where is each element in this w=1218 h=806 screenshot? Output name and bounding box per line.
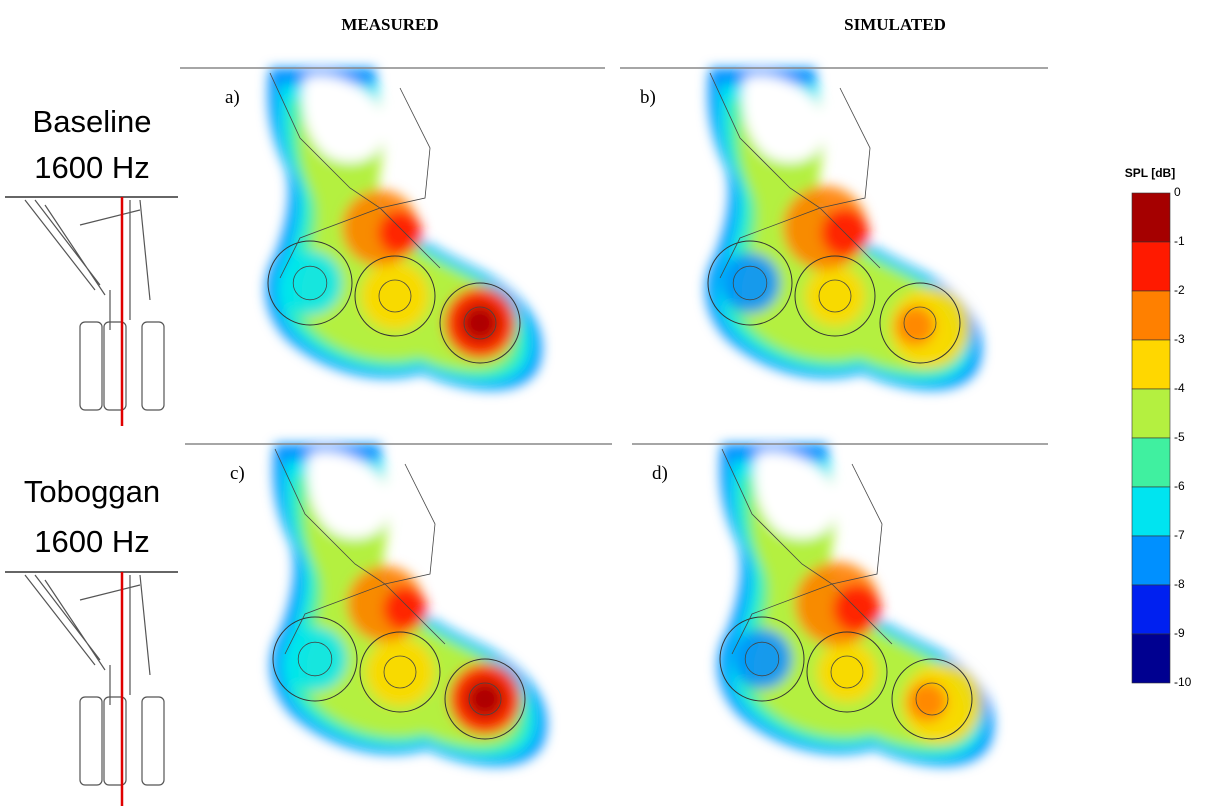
hotspot (462, 305, 498, 341)
colorbar-tick: -10 (1174, 675, 1192, 689)
colorbar-segment (1132, 389, 1170, 438)
hotspot (817, 642, 877, 702)
hotspot (895, 306, 935, 346)
hotspot (732, 629, 792, 689)
colorbar-segment (1132, 634, 1170, 683)
hotspot (383, 587, 427, 631)
colorbar-tick: -1 (1174, 234, 1185, 248)
colorbar-tick: -6 (1174, 479, 1185, 493)
hotspot (720, 253, 780, 313)
hotspot (361, 262, 429, 330)
column-header: SIMULATED (844, 15, 946, 34)
colorbar-segment (1132, 193, 1170, 242)
hotspot (283, 627, 347, 691)
colorbar-segment (1132, 487, 1170, 536)
row-label: 1600 Hz (34, 150, 149, 185)
panel-label: a) (225, 87, 240, 108)
colorbar-tick: -4 (1174, 381, 1185, 395)
colorbar-tick: -2 (1174, 283, 1185, 297)
heatmap-panel: c) (185, 444, 612, 766)
hotspot (278, 251, 342, 315)
colorbar-segment (1132, 438, 1170, 487)
panel-label: b) (640, 87, 656, 108)
column-header: MEASURED (341, 15, 438, 34)
hotspot (907, 682, 947, 722)
hotspot (378, 211, 422, 255)
heatmap (706, 68, 982, 390)
colorbar-tick: -7 (1174, 528, 1185, 542)
heatmap-panel: b) (620, 68, 1048, 390)
panel-label: d) (652, 463, 668, 484)
heatmap (266, 68, 542, 390)
hotspot (467, 681, 503, 717)
hotspot (366, 638, 434, 706)
colorbar-segment (1132, 291, 1170, 340)
colorbar-tick: -9 (1174, 626, 1185, 640)
colorbar: 0 -1 -2 -3 -4 -5 -6 -7 -8 -9 -10 (1132, 185, 1192, 689)
row-label: Toboggan (24, 474, 160, 509)
heatmap (718, 444, 994, 766)
panels: a) b) c) d) (180, 68, 1048, 766)
colorbar-segment (1132, 536, 1170, 585)
row-label: Baseline (33, 104, 152, 139)
heatmap-panel: d) (632, 444, 1048, 766)
figure: MEASURED SIMULATED a) b) c) d) Baseline 160… (0, 0, 1218, 806)
colorbar-tick: -5 (1174, 430, 1185, 444)
colorbar-tick: -8 (1174, 577, 1185, 591)
heatmap (271, 444, 547, 766)
colorbar-segment (1132, 585, 1170, 634)
colorbar-title: SPL [dB] (1125, 166, 1175, 180)
colorbar-segment (1132, 340, 1170, 389)
heatmap-panel: a) (180, 68, 605, 390)
colorbar-tick: -3 (1174, 332, 1185, 346)
hotspot (805, 266, 865, 326)
colorbar-segment (1132, 242, 1170, 291)
colorbar-tick: 0 (1174, 185, 1181, 199)
panel-label: c) (230, 463, 245, 484)
row-label: 1600 Hz (34, 524, 149, 559)
